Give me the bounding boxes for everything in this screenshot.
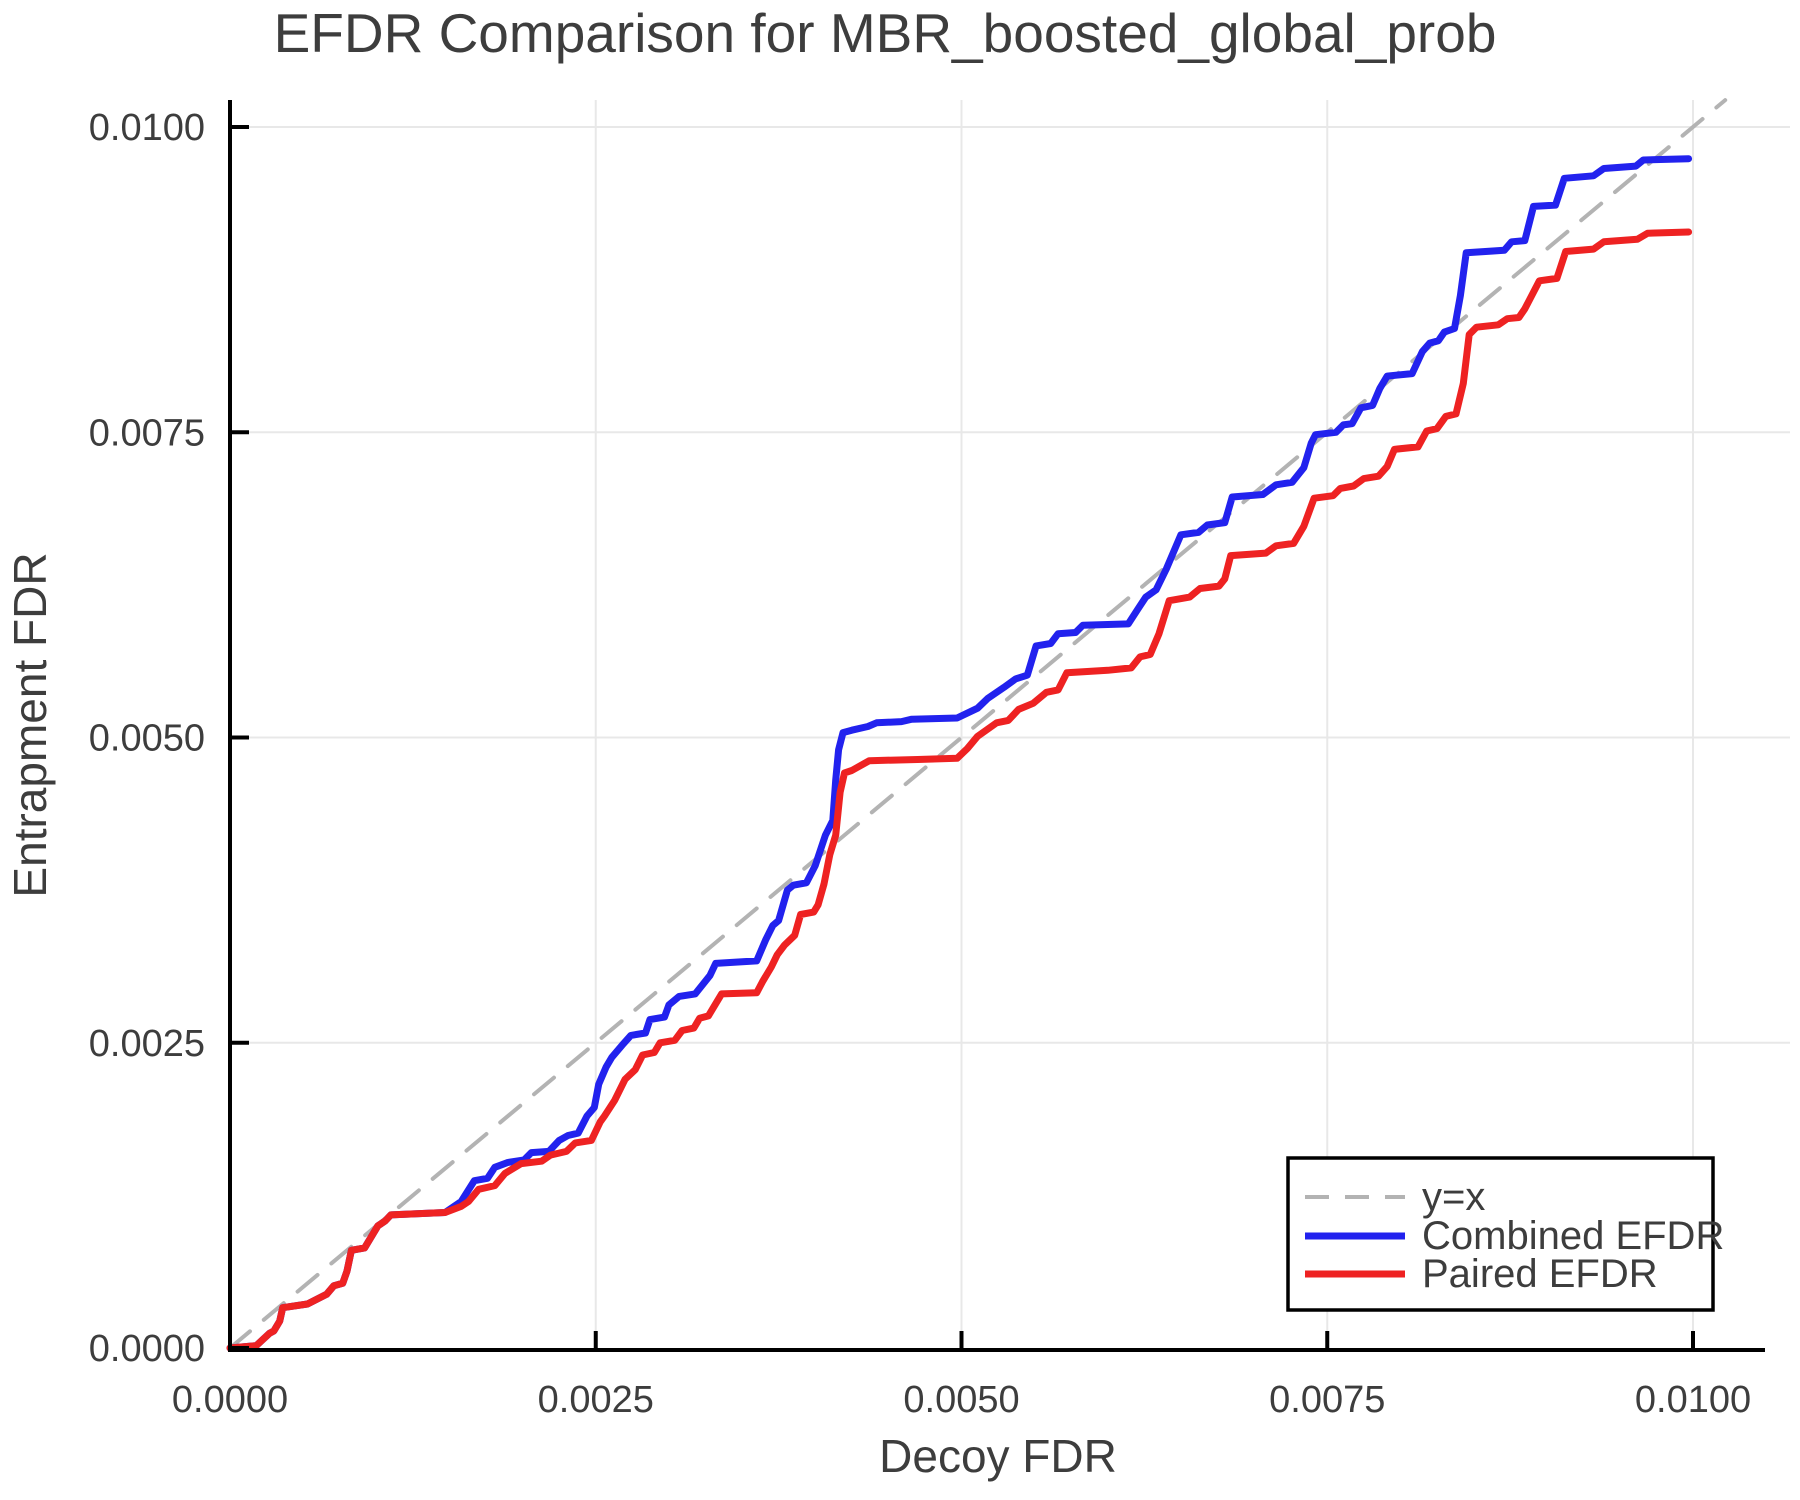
legend-box: y=x Combined EFDR Paired EFDR xyxy=(1286,1156,1724,1312)
series-combined-efdr xyxy=(226,155,1693,1352)
y-tick-label-0.0025: 0.0025 xyxy=(89,1023,205,1065)
data-series xyxy=(226,98,1728,1352)
legend-label-combined: Combined EFDR xyxy=(1422,1214,1724,1258)
axis-ticks xyxy=(228,125,1695,1350)
x-axis-label: Decoy FDR xyxy=(879,1430,1117,1482)
axis-spines xyxy=(228,100,1765,1352)
x-tick-label-0.0100: 0.0100 xyxy=(1635,1379,1751,1421)
y-tick-label-0.0000: 0.0000 xyxy=(89,1328,205,1370)
x-tick-label-0.0025: 0.0025 xyxy=(538,1379,654,1421)
y-tick-label-0.0050: 0.0050 xyxy=(89,718,205,760)
y-axis-label: Entrapment FDR xyxy=(4,552,56,897)
y-tick-label-0.0100: 0.0100 xyxy=(89,107,205,149)
y-tick-label-0.0075: 0.0075 xyxy=(89,412,205,454)
series-y-x xyxy=(228,98,1728,1350)
series-paired-efdr xyxy=(226,228,1693,1352)
chart-title: EFDR Comparison for MBR_boosted_global_p… xyxy=(274,2,1497,64)
gridlines xyxy=(230,100,1790,1348)
tick-labels: 0.0000 0.0025 0.0050 0.0075 0.0100 0.0000 0.00… xyxy=(89,107,1751,1421)
x-tick-label-0.0000: 0.0000 xyxy=(172,1379,288,1421)
legend-label-diagonal: y=x xyxy=(1422,1175,1485,1219)
legend-label-paired: Paired EFDR xyxy=(1422,1252,1658,1296)
x-tick-label-0.0050: 0.0050 xyxy=(903,1379,1019,1421)
x-tick-label-0.0075: 0.0075 xyxy=(1269,1379,1385,1421)
